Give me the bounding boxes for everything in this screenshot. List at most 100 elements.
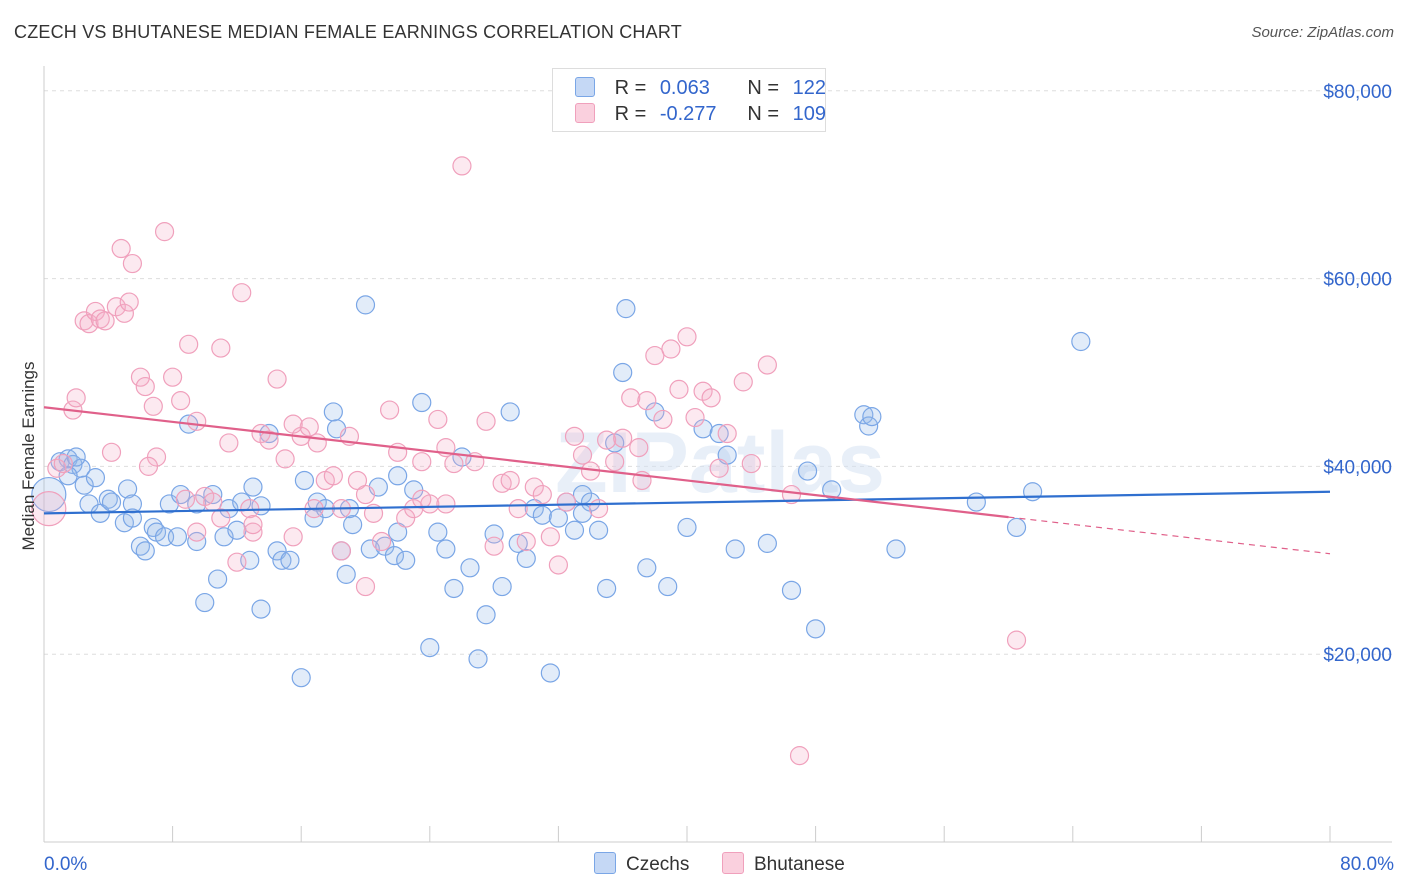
czechs-point [388,466,408,486]
bhutanese-point [227,552,247,572]
bhutanese-point [412,489,432,509]
czechs-point [854,405,874,425]
czechs-point [805,619,826,639]
bhutanese-point [31,491,67,527]
bhutanese-point [299,417,319,437]
czechs-point [452,447,472,467]
czechs-point [101,492,122,512]
bhutanese-point [701,388,721,408]
bhutanese-point [283,414,303,434]
czechs-point [251,599,271,619]
bhutanese-point [677,327,697,347]
legend-row-bhutanese: R = -0.277 N = 109 [575,99,826,129]
czechs-point [280,550,300,570]
bhutanese-swatch [722,852,744,874]
czechs-label: Czechs [626,854,690,875]
bhutanese-trend-line [43,406,1009,519]
czechs-point [343,515,363,535]
bhutanese-point [428,409,448,430]
bhutanese-point [163,367,183,387]
czechs-point [428,522,448,542]
bhutanese-point [653,409,673,430]
czechs-point [117,479,138,499]
bhutanese-point [613,428,633,448]
bhutanese-point [500,470,520,491]
bhutanese-point [219,433,239,453]
bottom-legend-bhutanese: Bhutanese [722,852,845,878]
axes [43,66,1392,843]
bhutanese-point [757,355,777,375]
czechs-point [468,649,488,669]
legend-r-value: 0.063 [659,77,710,99]
czechs-point [74,475,94,495]
czechs-point [516,548,536,569]
bhutanese-point [508,499,528,519]
y-tick-label: $40,000 [1323,457,1392,478]
bhutanese-point [175,489,196,509]
czechs-point [781,580,802,600]
bhutanese-point [371,531,392,552]
czechs-point [187,494,207,514]
x-tick-label: 0.0% [44,854,87,875]
czechs-point [709,423,729,444]
czechs-point [412,392,432,413]
bhutanese-point [564,426,585,446]
czechs-point [757,533,777,553]
bhutanese-point [516,531,536,552]
czechs-point [677,517,697,538]
x-tick-label: 80.0% [1340,854,1394,875]
bhutanese-point [484,536,504,556]
czechs-point [532,505,552,525]
bhutanese-point [597,430,617,450]
bhutanese-point [709,458,729,478]
bhutanese-point [243,522,263,542]
bhutanese-point [572,445,593,465]
bhutanese-point [154,222,175,242]
bhutanese-point [187,411,207,431]
czechs-point [637,558,657,578]
bhutanese-point [122,253,143,274]
bhutanese-point [444,453,464,474]
bhutanese-point [588,499,609,519]
bhutanese-point [53,453,73,474]
bhutanese-point [243,515,263,535]
trend-lines [43,406,1331,555]
bhutanese-point [114,303,134,323]
bhutanese-point [733,372,753,392]
czechs-point [323,402,343,422]
bhutanese-point [79,314,99,334]
legend-r-value: -0.277 [659,103,717,125]
bhutanese-point [179,334,199,354]
y-tick-label: $80,000 [1323,82,1392,103]
bhutanese-points [31,156,1027,766]
czechs-point [294,470,315,491]
x-tick-labels: 0.0% 80.0% [44,854,1394,875]
bhutanese-point [259,430,279,450]
czechs-point [476,605,496,625]
source-label: Source: ZipAtlas.com [1251,24,1394,41]
y-tick-labels: $20,000 $40,000 $60,000 $80,000 [1323,82,1392,666]
bhutanese-point [637,391,657,411]
czechs-point [360,539,380,559]
y-tick-label: $60,000 [1323,270,1392,291]
bhutanese-point [95,311,115,331]
bhutanese-point [111,238,131,259]
czechs-point [31,476,67,513]
bottom-legend-czechs: Czechs [594,852,689,878]
czechs-point [208,569,228,589]
bhutanese-point [240,499,260,519]
czechs-point [58,466,78,486]
bhutanese-point [66,388,86,408]
watermark: ZIPatlas [555,415,885,511]
bhutanese-point [781,484,802,505]
bhutanese-point [741,453,761,474]
czechs-point [122,508,143,528]
bhutanese-label: Bhutanese [754,854,845,875]
czechs-points [31,295,1091,688]
bhutanese-point [135,376,155,397]
czechs-point [291,668,311,688]
czechs-point [508,533,528,553]
bhutanese-point [143,396,163,416]
czechs-point [167,527,188,547]
bhutanese-point [283,527,303,547]
